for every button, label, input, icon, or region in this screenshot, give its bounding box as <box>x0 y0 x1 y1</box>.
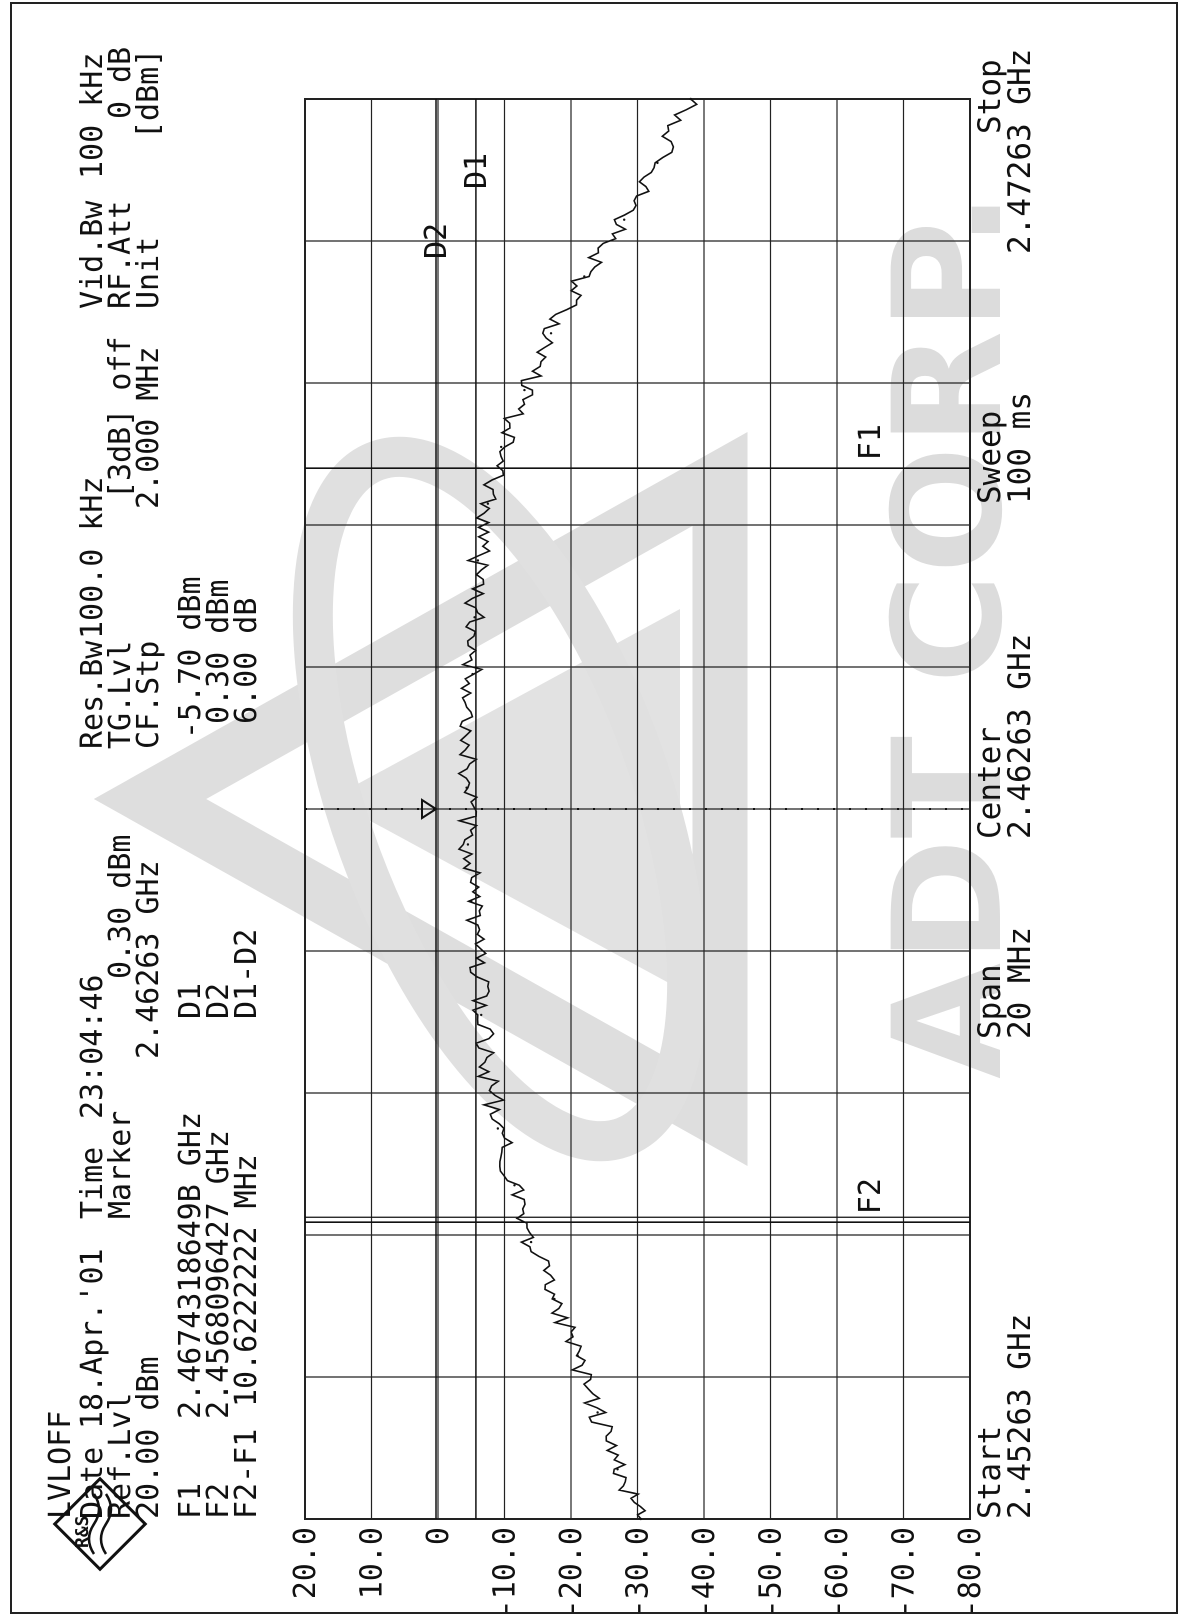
mode-label: LVLOFF <box>43 1411 78 1519</box>
trace-point <box>639 1517 643 1521</box>
start-value: 2.45263 GHz <box>1002 1314 1038 1519</box>
f2f1-value: 10.6222222 MHz <box>229 1154 264 1407</box>
f1-label: F1 <box>173 1483 208 1519</box>
trace-point <box>486 502 490 505</box>
marker-triangle-icon <box>421 798 438 820</box>
trace-point <box>616 1468 619 1471</box>
marker-frequency: 2.46263 GHz <box>131 860 166 1059</box>
trace-point <box>476 559 480 562</box>
d1-value: -5.70 dBm <box>173 576 208 739</box>
unit-label: Unit <box>131 237 166 309</box>
y-tick-label: -20.0 <box>554 1527 589 1617</box>
watermark-text: ADT CORP. <box>862 191 1036 1079</box>
trace-point <box>596 1411 599 1414</box>
trace-point <box>623 218 626 221</box>
vid-bw-label: Vid.Bw <box>75 200 110 309</box>
y-tick-label: -60.0 <box>820 1527 855 1617</box>
vid-bw-value: 100 kHz <box>75 53 110 179</box>
spectrum-chart: 20.0 10.0 0 -10.0 -20.0 -30.0 -40.0 -50.0 -60.0-… <box>288 97 988 1617</box>
trace-point <box>473 616 476 619</box>
d2-label: D2 <box>201 983 236 1019</box>
trace-point <box>471 672 474 676</box>
span-label: Span <box>972 964 1008 1039</box>
reference-label-d1: D1 <box>459 153 494 189</box>
span-value: 20 MHz <box>1002 927 1038 1039</box>
trace-point <box>656 161 659 165</box>
trace-point <box>475 956 478 960</box>
y-tick-label: -70.0 <box>887 1527 922 1617</box>
y-tick-label: 20.0 <box>288 1527 323 1599</box>
reference-label-f1: F1 <box>853 424 888 460</box>
y-tick-label: -50.0 <box>754 1527 789 1617</box>
stop-value: 2.47263 GHz <box>1002 49 1038 254</box>
trace-point <box>466 843 470 846</box>
spectrum-trace <box>456 98 699 1520</box>
footer: Start 2.45263 GHz Span 20 MHz Center 2.4… <box>972 49 1038 1519</box>
tg-level-value: [3dB] off <box>103 336 138 499</box>
trace-point <box>576 1354 579 1357</box>
trace-point <box>486 1070 490 1073</box>
trace-point <box>529 1240 533 1244</box>
y-tick-label: 0 <box>421 1527 456 1545</box>
time-value: 23:04:46 <box>75 975 110 1120</box>
trace-point <box>465 786 468 789</box>
rs-logo-text: R&S <box>72 1515 93 1548</box>
center-value: 2.46263 GHz <box>1002 634 1038 839</box>
y-tick-label: 10.0 <box>355 1527 390 1599</box>
header: LVLOFF Date 18.Apr.'01 Time 23:04:46 Ref… <box>43 47 264 1519</box>
watermark-orbit-icon <box>292 436 708 1162</box>
page-frame <box>10 2 1178 1614</box>
ref-level-value: 20.00 dBm <box>131 1356 166 1519</box>
f2-label: F2 <box>201 1483 236 1519</box>
y-tick-label: -80.0 <box>953 1527 988 1617</box>
unit-value: [dBm] <box>131 49 166 139</box>
trace-point <box>553 1297 556 1301</box>
trace-point <box>468 729 472 733</box>
trace-point <box>549 332 553 335</box>
f2-value: 2.4568096427 GHz <box>201 1130 236 1419</box>
f1-value: 2.4674318649B GHz <box>173 1112 208 1419</box>
trace-point <box>499 445 503 449</box>
cf-step-label: CF.Stp <box>131 641 166 749</box>
res-bw-value: 100.0 kHz <box>75 476 110 639</box>
d1d2-label: D1-D2 <box>229 929 264 1019</box>
rf-att-value: 0 dB <box>103 47 138 119</box>
cf-step-value: 2.000 MHz <box>131 346 166 509</box>
trace-point <box>689 97 692 101</box>
y-tick-label: -10.0 <box>488 1527 523 1617</box>
marker-label: Marker <box>103 1111 138 1219</box>
y-tick-label: -40.0 <box>687 1527 722 1617</box>
tg-level-label: TG.Lvl <box>103 641 138 749</box>
rs-logo: R&S <box>52 1476 148 1572</box>
trace-point <box>513 1184 516 1187</box>
y-tick-label: -30.0 <box>621 1527 656 1617</box>
stop-label: Stop <box>972 59 1008 134</box>
f2f1-label: F2-F1 <box>229 1429 264 1519</box>
center-label: Center <box>972 727 1008 839</box>
trace-point <box>480 1013 483 1017</box>
reference-label-d2: D2 <box>419 223 454 259</box>
trace-point <box>496 1127 500 1130</box>
marker-level: 0.30 dBm <box>103 835 138 980</box>
date-label: Date <box>75 1447 110 1519</box>
watermark-triangle-icon <box>93 432 748 1166</box>
d1d2-value: 6.00 dB <box>229 598 264 724</box>
res-bw-label: Res.Bw <box>75 640 110 749</box>
ref-level-label: Ref.Lvl <box>103 1393 138 1519</box>
d2-value: 0.30 dBm <box>201 580 236 725</box>
reference-label-f2: F2 <box>853 1178 888 1214</box>
trace-point <box>583 275 586 278</box>
rf-att-label: RF.Att <box>103 201 138 309</box>
trace-point <box>470 900 473 903</box>
sweep-label: Sweep <box>972 411 1008 504</box>
sweep-value: 100 ms <box>1002 392 1038 504</box>
trace-point <box>523 388 526 392</box>
date-value: 18.Apr.'01 <box>75 1248 110 1429</box>
time-label: Time <box>75 1147 110 1219</box>
start-label: Start <box>972 1426 1008 1519</box>
d1-label: D1 <box>173 983 208 1019</box>
